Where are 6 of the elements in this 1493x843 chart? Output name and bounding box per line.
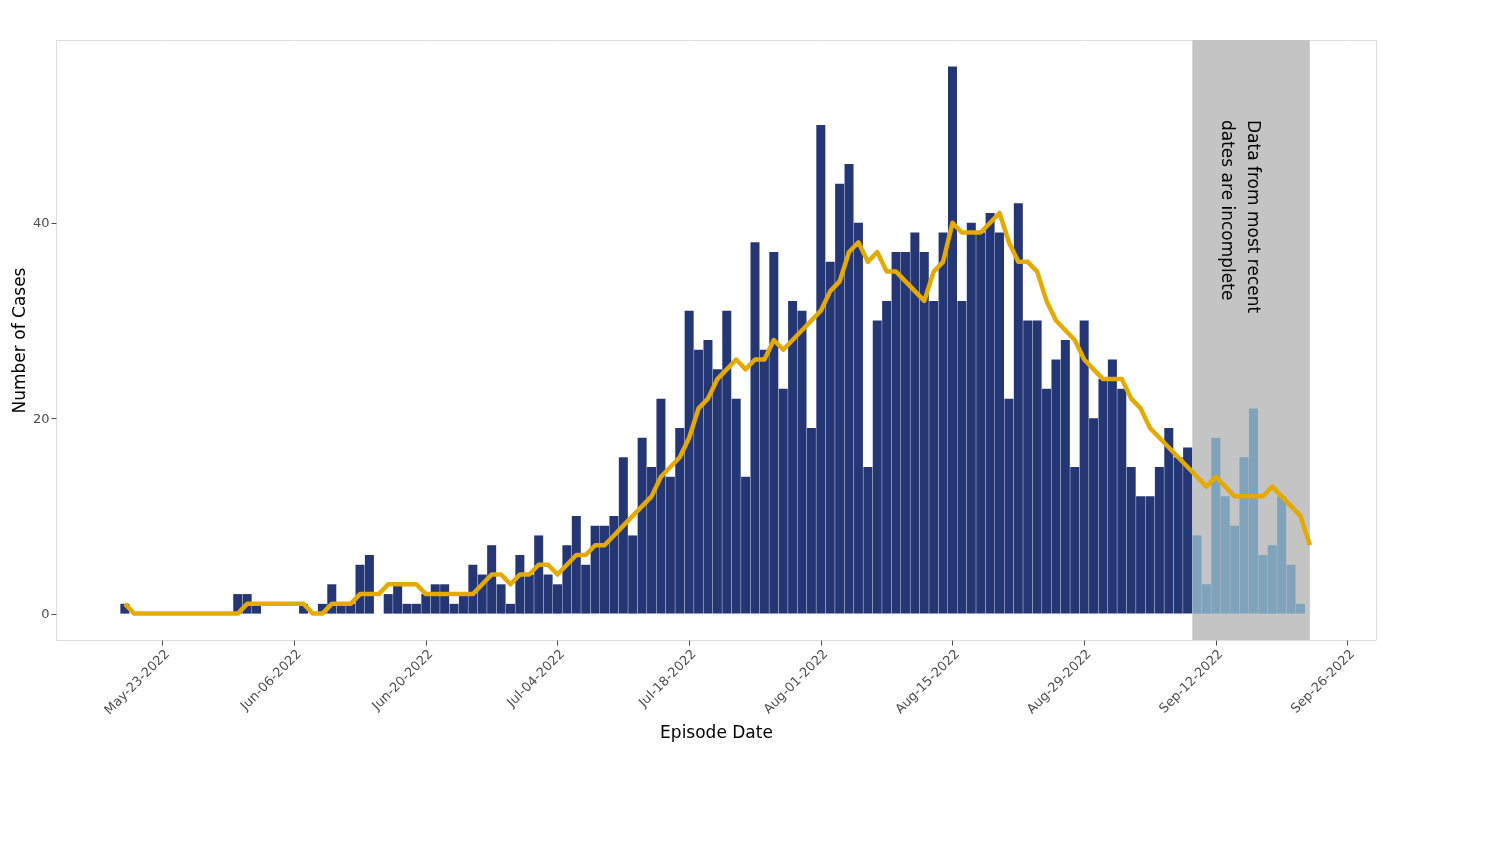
y-axis-title: Number of Cases xyxy=(8,267,29,414)
y-tick-label: 0 xyxy=(41,606,50,622)
y-tick-label: 20 xyxy=(32,410,50,426)
x-axis-title: Episode Date xyxy=(660,722,773,743)
band-label: Data from most recent dates are incomplete xyxy=(1218,120,1265,314)
y-tick-label: 40 xyxy=(32,215,50,231)
